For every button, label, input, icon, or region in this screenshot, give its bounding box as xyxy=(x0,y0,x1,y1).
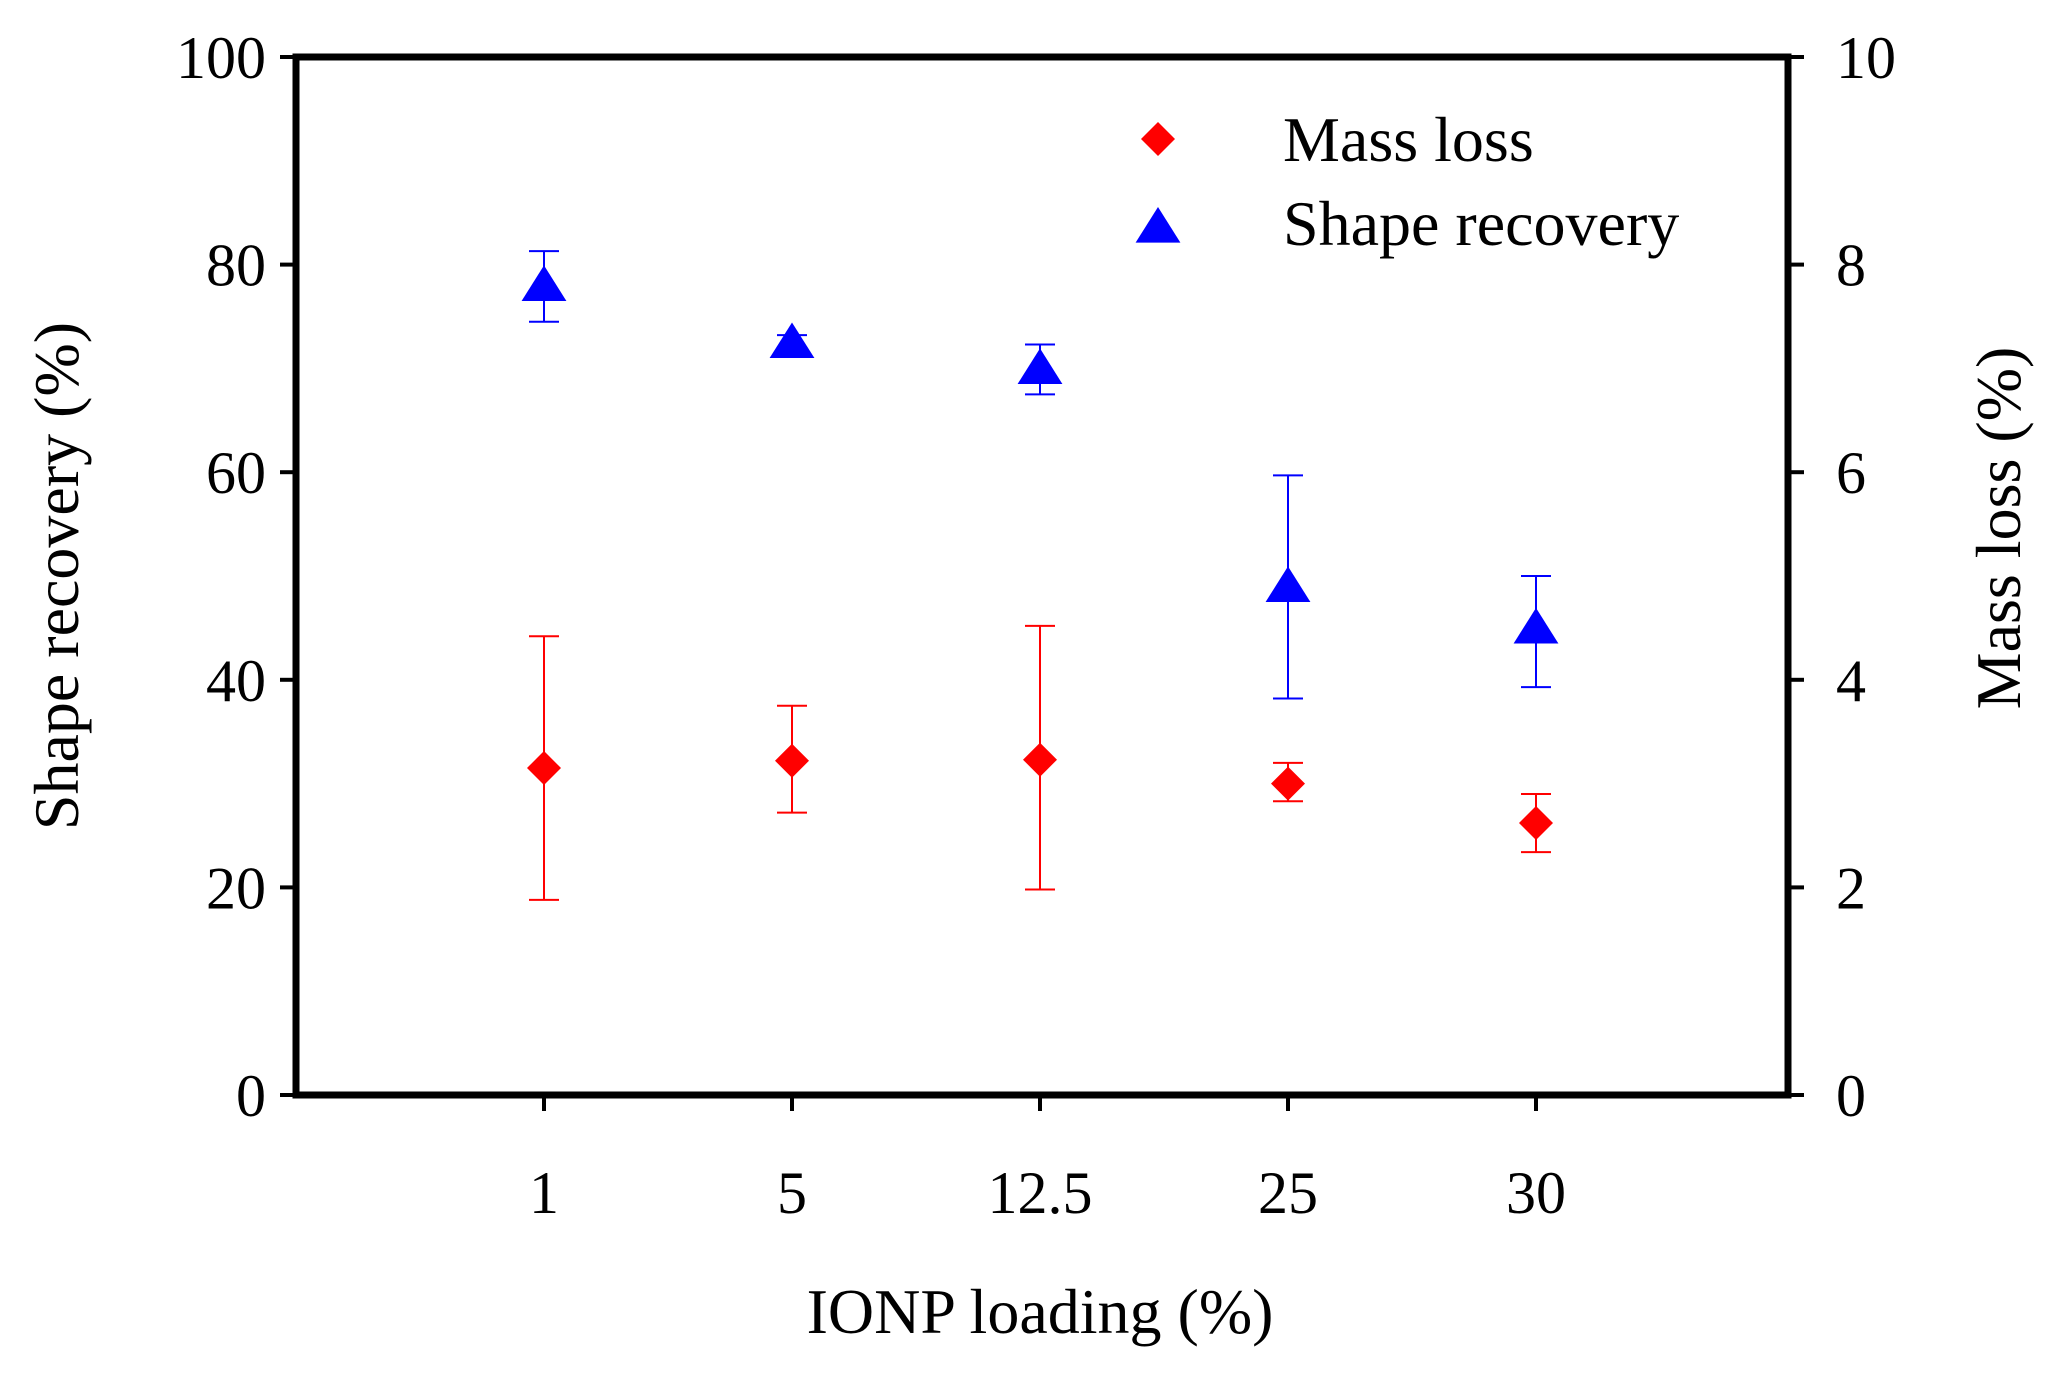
legend-label-mass-loss: Mass loss xyxy=(1283,104,1534,175)
y-axis-title-right: Mass loss (%) xyxy=(1963,347,2034,710)
y-right-tick-label: 0 xyxy=(1836,1063,1866,1129)
y-right-tick-label: 8 xyxy=(1836,233,1866,299)
x-tick-label: 30 xyxy=(1506,1160,1566,1226)
y-left-tick-label: 80 xyxy=(206,233,266,299)
y-axis-title-left: Shape recovery (%) xyxy=(21,322,92,830)
legend-label-shape-recovery: Shape recovery xyxy=(1283,188,1679,259)
y-right-tick-label: 6 xyxy=(1836,440,1866,506)
y-right-tick-label: 2 xyxy=(1836,855,1866,921)
y-left-tick-label: 60 xyxy=(206,440,266,506)
mass-loss-point xyxy=(1519,806,1553,841)
y-right-tick-label: 4 xyxy=(1836,648,1866,714)
shape-recovery-point xyxy=(1017,348,1063,384)
y-left-tick-label: 40 xyxy=(206,648,266,714)
shape-recovery-point xyxy=(769,322,815,359)
shape-recovery-point xyxy=(1265,566,1311,602)
y-left-tick-label: 100 xyxy=(176,25,266,91)
y-right-tick-label: 10 xyxy=(1836,25,1896,91)
y-left-tick-label: 20 xyxy=(206,855,266,921)
x-tick-label: 5 xyxy=(777,1160,807,1226)
mass-loss-point xyxy=(527,751,561,786)
legend-marker-mass-loss xyxy=(1141,122,1175,156)
shape-recovery-point xyxy=(521,265,567,301)
x-tick-label: 1 xyxy=(529,1160,559,1226)
legend-marker-shape-recovery xyxy=(1135,207,1181,243)
mass-loss-point xyxy=(1271,766,1305,801)
x-axis-title: IONP loading (%) xyxy=(807,1276,1274,1347)
x-tick-label: 12.5 xyxy=(988,1160,1093,1226)
shape-recovery-point xyxy=(1513,607,1559,644)
mass-loss-point xyxy=(775,743,809,778)
mass-loss-point xyxy=(1023,742,1057,777)
x-tick-label: 25 xyxy=(1258,1160,1318,1226)
y-left-tick-label: 0 xyxy=(236,1063,266,1129)
